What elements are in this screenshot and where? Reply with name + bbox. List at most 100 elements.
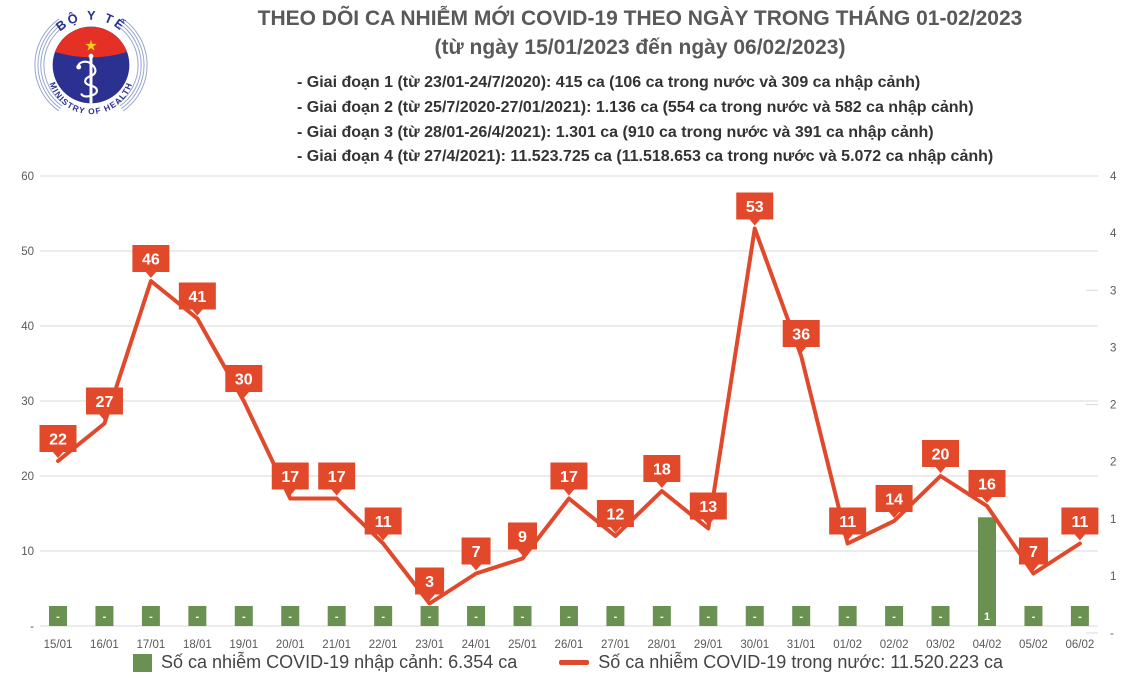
- imported-cases-bar: [606, 606, 625, 626]
- phase-1-summary: - Giai đoạn 1 (từ 23/01-24/7/2020): 415 …: [297, 74, 921, 91]
- imported-cases-bar: [838, 606, 857, 626]
- bar-value-label: -: [799, 611, 803, 623]
- data-point-label-box: [178, 282, 216, 310]
- data-point-label-text: 3: [425, 574, 434, 591]
- data-point-label-box: [132, 245, 170, 272]
- data-point-label-pointer: [330, 488, 343, 496]
- legend-item-imported: Số ca nhiễm COVID-19 nhập cảnh: 6.354 ca: [133, 652, 517, 673]
- y-axis-label-left: 60: [21, 171, 34, 183]
- x-axis-label: 30/01: [740, 639, 769, 651]
- bar-value-label: -: [660, 611, 664, 623]
- imported-cases-bar: [885, 606, 904, 626]
- data-point-label-text: 17: [328, 469, 346, 486]
- bar-value-label: 1: [984, 611, 990, 623]
- legend-item-domestic: Số ca nhiễm COVID-19 trong nước: 11.520.…: [559, 652, 1003, 673]
- green-bar-swatch-icon: [133, 653, 153, 672]
- bar-value-label: -: [753, 611, 757, 623]
- data-point-label-text: 11: [839, 514, 856, 531]
- bar-value-label: -: [428, 611, 432, 623]
- bar-value-label: -: [56, 611, 60, 623]
- data-point-label-pointer: [888, 511, 901, 518]
- data-point-label-pointer: [655, 481, 668, 488]
- y-axis-label-right: 3: [1110, 342, 1116, 354]
- y-axis-label-left: 10: [21, 546, 34, 558]
- data-point-label-box: [596, 500, 634, 527]
- y-axis-label-right: 1: [1110, 514, 1116, 526]
- imported-cases-bar: [467, 606, 486, 626]
- logo-red-band: [55, 26, 127, 58]
- imported-cases-bar: [374, 606, 393, 626]
- x-axis-label: 04/02: [973, 639, 1002, 651]
- data-point-label-box: [461, 537, 491, 565]
- x-axis-label: 27/01: [601, 639, 630, 651]
- imported-cases-bar: [327, 606, 346, 626]
- data-point-label-pointer: [516, 548, 529, 556]
- data-point-label-text: 27: [96, 394, 114, 411]
- phase-4-summary: - Giai đoạn 4 (từ 27/4/2021): 11.523.725…: [297, 148, 994, 166]
- data-point-label-text: 17: [560, 469, 578, 486]
- imported-cases-bar: [49, 606, 67, 626]
- imported-cases-bar: [420, 606, 439, 626]
- imported-cases-bar: [745, 606, 764, 626]
- data-point-label-text: 41: [188, 289, 206, 306]
- data-point-label-pointer: [98, 413, 111, 421]
- data-point-label-text: 16: [978, 477, 996, 494]
- bar-value-label: -: [196, 611, 200, 623]
- imported-cases-bar: [234, 606, 253, 626]
- data-point-label-box: [643, 455, 681, 482]
- legend-domestic-label: Số ca nhiễm COVID-19 trong nước: 11.520.…: [598, 652, 1003, 672]
- bar-value-label: -: [103, 611, 107, 623]
- logo-staff-snake-icon: [76, 53, 98, 104]
- data-point-label-pointer: [562, 488, 575, 496]
- imported-cases-bar: [95, 606, 114, 626]
- x-axis-label: 21/01: [322, 639, 351, 651]
- bar-value-label: -: [521, 611, 525, 623]
- page-subtitle: (từ ngày 15/01/2023 đến ngày 06/02/2023): [434, 36, 846, 59]
- imported-cases-bar: [652, 606, 671, 626]
- bar-value-label: -: [892, 611, 896, 623]
- imported-cases-bar: [1024, 606, 1043, 626]
- x-axis-label: 25/01: [508, 639, 537, 651]
- bar-value-label: -: [474, 611, 478, 623]
- bar-value-label: -: [242, 611, 246, 623]
- data-point-label-text: 7: [1029, 544, 1038, 561]
- data-point-label-text: 9: [518, 529, 527, 546]
- data-point-label-pointer: [748, 218, 761, 226]
- data-point-label-pointer: [609, 526, 622, 533]
- y-axis-label-right: 4: [1110, 228, 1117, 240]
- y-axis-label-left: 40: [21, 321, 34, 333]
- y-axis-label-right: 2: [1110, 457, 1116, 469]
- bar-value-label: -: [381, 611, 385, 623]
- x-axis-label: 28/01: [647, 639, 676, 651]
- data-point-label-box: [1061, 507, 1099, 535]
- x-axis-label: 15/01: [44, 639, 73, 651]
- data-point-label-pointer: [981, 496, 993, 503]
- data-point-label-pointer: [795, 346, 808, 353]
- data-point-label-box: [782, 320, 820, 347]
- data-point-label-text: 7: [472, 544, 481, 561]
- data-point-label-text: 53: [746, 199, 764, 216]
- bar-value-label: -: [288, 611, 292, 623]
- imported-cases-bar: [699, 606, 718, 626]
- data-point-label-text: 17: [281, 469, 299, 486]
- y-axis-label-left: 50: [21, 246, 34, 258]
- data-point-label-pointer: [237, 391, 250, 398]
- x-axis-label: 16/01: [90, 639, 119, 651]
- x-axis-label: 17/01: [137, 639, 166, 651]
- data-point-label-box: [1018, 537, 1048, 565]
- data-point-label-text: 11: [375, 514, 392, 531]
- phase-summary-block: - Giai đoạn 1 (từ 23/01-24/7/2020): 415 …: [297, 71, 993, 170]
- data-point-label-text: 46: [142, 252, 160, 269]
- imported-cases-bar: [281, 606, 300, 626]
- data-point-label-pointer: [1073, 533, 1086, 541]
- data-point-label-pointer: [284, 488, 297, 496]
- phase-2-summary: - Giai đoạn 2 (từ 25/7/2020-27/01/2021):…: [297, 98, 974, 116]
- x-axis-label: 20/01: [276, 639, 305, 651]
- data-point-label-pointer: [52, 451, 64, 458]
- data-point-label-box: [318, 462, 356, 490]
- bar-value-label: -: [567, 611, 571, 623]
- bar-value-label: -: [1078, 611, 1082, 623]
- bar-value-label: -: [1032, 611, 1036, 623]
- data-point-label-text: 36: [792, 327, 810, 344]
